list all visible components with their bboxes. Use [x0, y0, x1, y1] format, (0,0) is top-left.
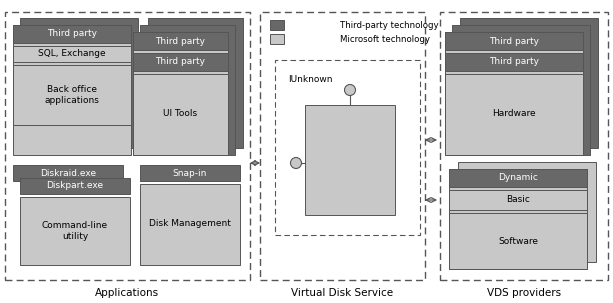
Bar — [445, 53, 583, 71]
Text: Applications: Applications — [95, 288, 159, 298]
Text: Third party: Third party — [47, 29, 97, 38]
Bar — [133, 74, 228, 155]
Text: Disk Management: Disk Management — [149, 219, 231, 228]
Text: Virtual Disk Service: Virtual Disk Service — [291, 288, 393, 298]
Bar — [305, 105, 395, 215]
Bar — [13, 25, 131, 155]
Bar — [148, 18, 243, 148]
Bar — [460, 18, 598, 148]
Bar — [133, 32, 228, 155]
Text: Third-party technology: Third-party technology — [340, 21, 439, 29]
Text: Third party: Third party — [155, 36, 205, 45]
Bar — [20, 197, 130, 265]
Text: Microsoft technology: Microsoft technology — [340, 35, 430, 44]
Bar — [275, 60, 420, 235]
Bar — [260, 12, 425, 280]
Ellipse shape — [345, 85, 356, 95]
Text: Back office
applications: Back office applications — [45, 85, 99, 105]
Text: Third party: Third party — [489, 58, 539, 66]
Text: Diskpart.exe: Diskpart.exe — [47, 181, 104, 191]
Bar — [270, 20, 284, 30]
Text: Command-line
utility: Command-line utility — [42, 221, 108, 241]
Bar — [20, 178, 130, 194]
Bar — [133, 53, 228, 71]
Bar — [13, 46, 131, 62]
Text: Software: Software — [498, 237, 538, 245]
Ellipse shape — [291, 158, 302, 168]
Bar — [20, 18, 138, 148]
Bar — [270, 34, 284, 44]
Text: IUnknown: IUnknown — [288, 75, 332, 85]
Text: SQL, Exchange: SQL, Exchange — [38, 49, 106, 58]
Text: Snap-in: Snap-in — [173, 168, 207, 178]
Bar — [449, 190, 587, 210]
Bar — [13, 165, 123, 181]
Bar — [445, 32, 583, 50]
Bar — [13, 25, 131, 43]
Bar — [445, 32, 583, 155]
Text: Diskraid.exe: Diskraid.exe — [40, 168, 96, 178]
Bar — [449, 169, 587, 269]
Bar — [13, 65, 131, 125]
Text: Dynamic: Dynamic — [498, 174, 538, 182]
Text: Basic: Basic — [506, 195, 530, 205]
Bar — [449, 169, 587, 187]
Bar — [140, 165, 240, 181]
Bar — [5, 12, 250, 280]
Text: UI Tools: UI Tools — [163, 109, 197, 118]
Text: VDS providers: VDS providers — [487, 288, 561, 298]
Bar — [133, 32, 228, 50]
Bar — [449, 213, 587, 269]
Text: Hardware: Hardware — [492, 109, 536, 118]
Bar — [140, 184, 240, 265]
Bar — [440, 12, 608, 280]
Bar — [458, 162, 596, 262]
Text: Third party: Third party — [489, 36, 539, 45]
Bar — [452, 25, 590, 155]
Text: Third party: Third party — [155, 58, 205, 66]
Bar — [445, 74, 583, 155]
Bar — [140, 25, 235, 155]
